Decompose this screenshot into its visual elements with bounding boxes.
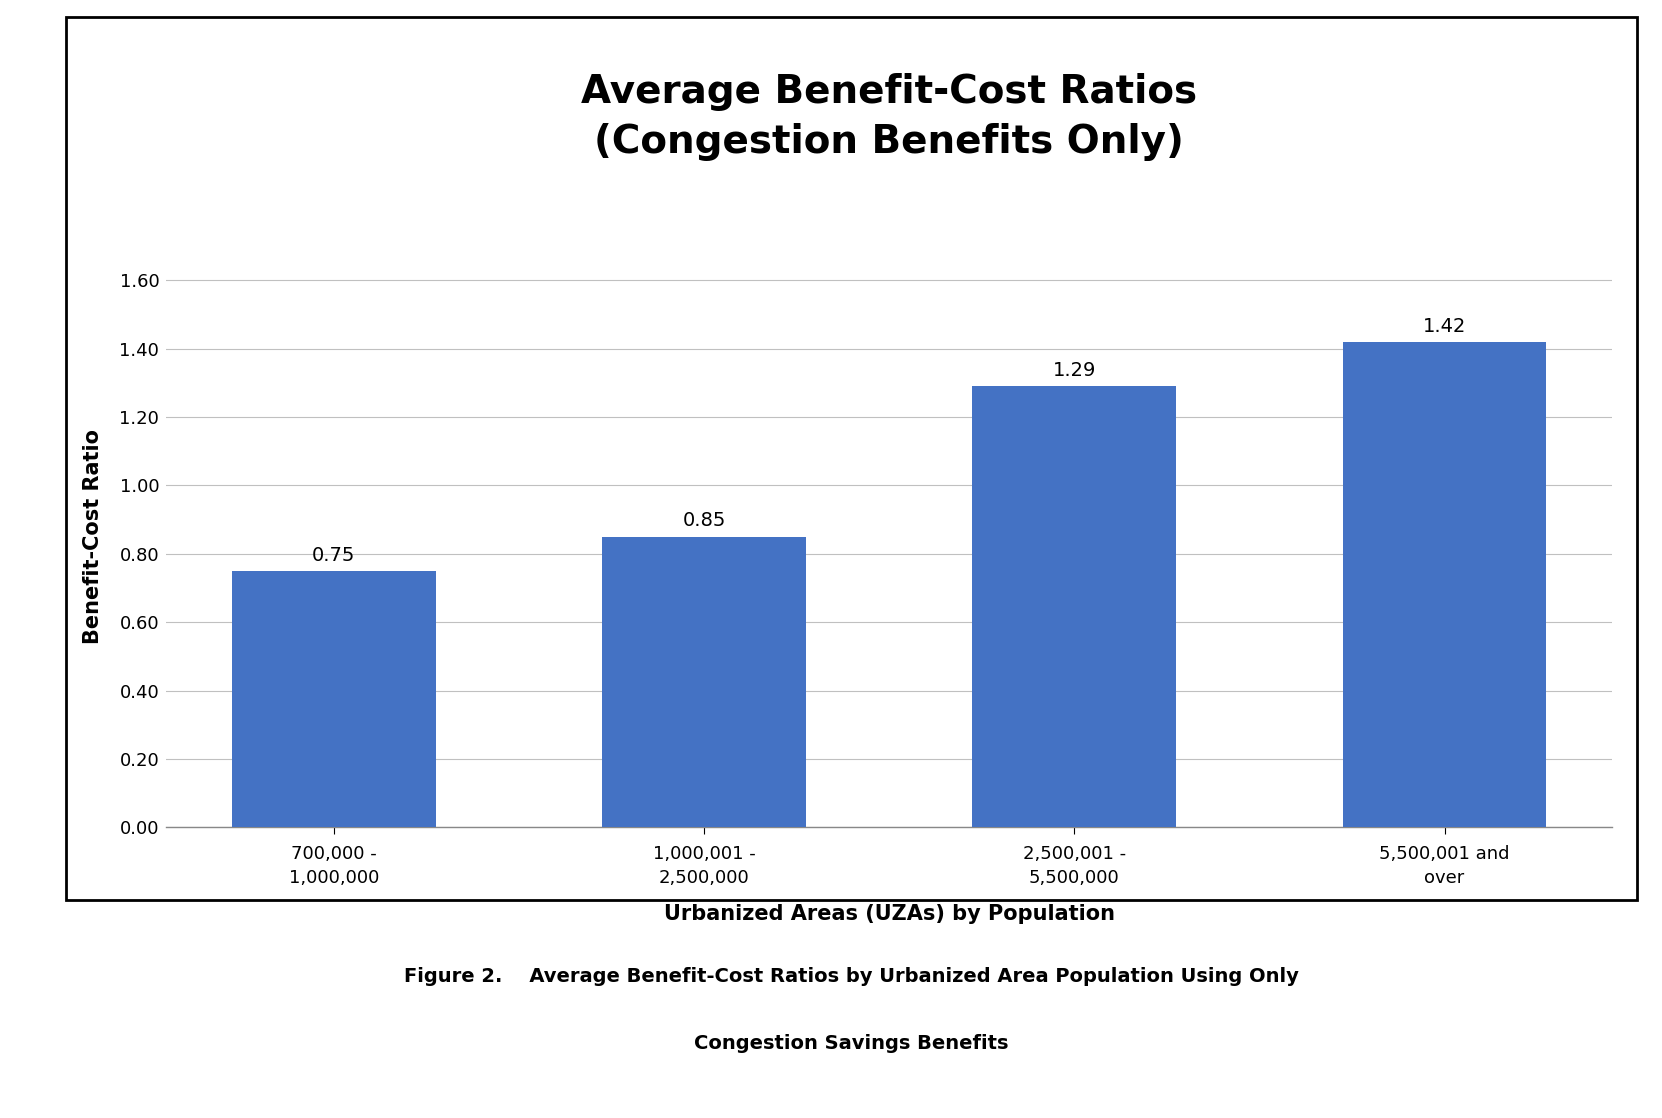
Bar — [972, 386, 1177, 827]
Text: Figure 2.    Average Benefit-Cost Ratios by Urbanized Area Population Using Only: Figure 2. Average Benefit-Cost Ratios by… — [404, 967, 1298, 986]
Text: Congestion Savings Benefits: Congestion Savings Benefits — [693, 1034, 1009, 1053]
Bar — [1343, 342, 1546, 827]
X-axis label: Urbanized Areas (UZAs) by Population: Urbanized Areas (UZAs) by Population — [663, 903, 1115, 923]
Text: Average Benefit-Cost Ratios
(Congestion Benefits Only): Average Benefit-Cost Ratios (Congestion … — [582, 74, 1197, 161]
Bar — [233, 571, 435, 827]
Y-axis label: Benefit-Cost Ratio: Benefit-Cost Ratio — [83, 429, 103, 644]
Text: 1.29: 1.29 — [1052, 361, 1095, 380]
Text: 0.75: 0.75 — [312, 546, 356, 565]
Text: 0.85: 0.85 — [683, 511, 726, 530]
Text: 1.42: 1.42 — [1423, 316, 1466, 335]
Bar — [602, 537, 806, 827]
